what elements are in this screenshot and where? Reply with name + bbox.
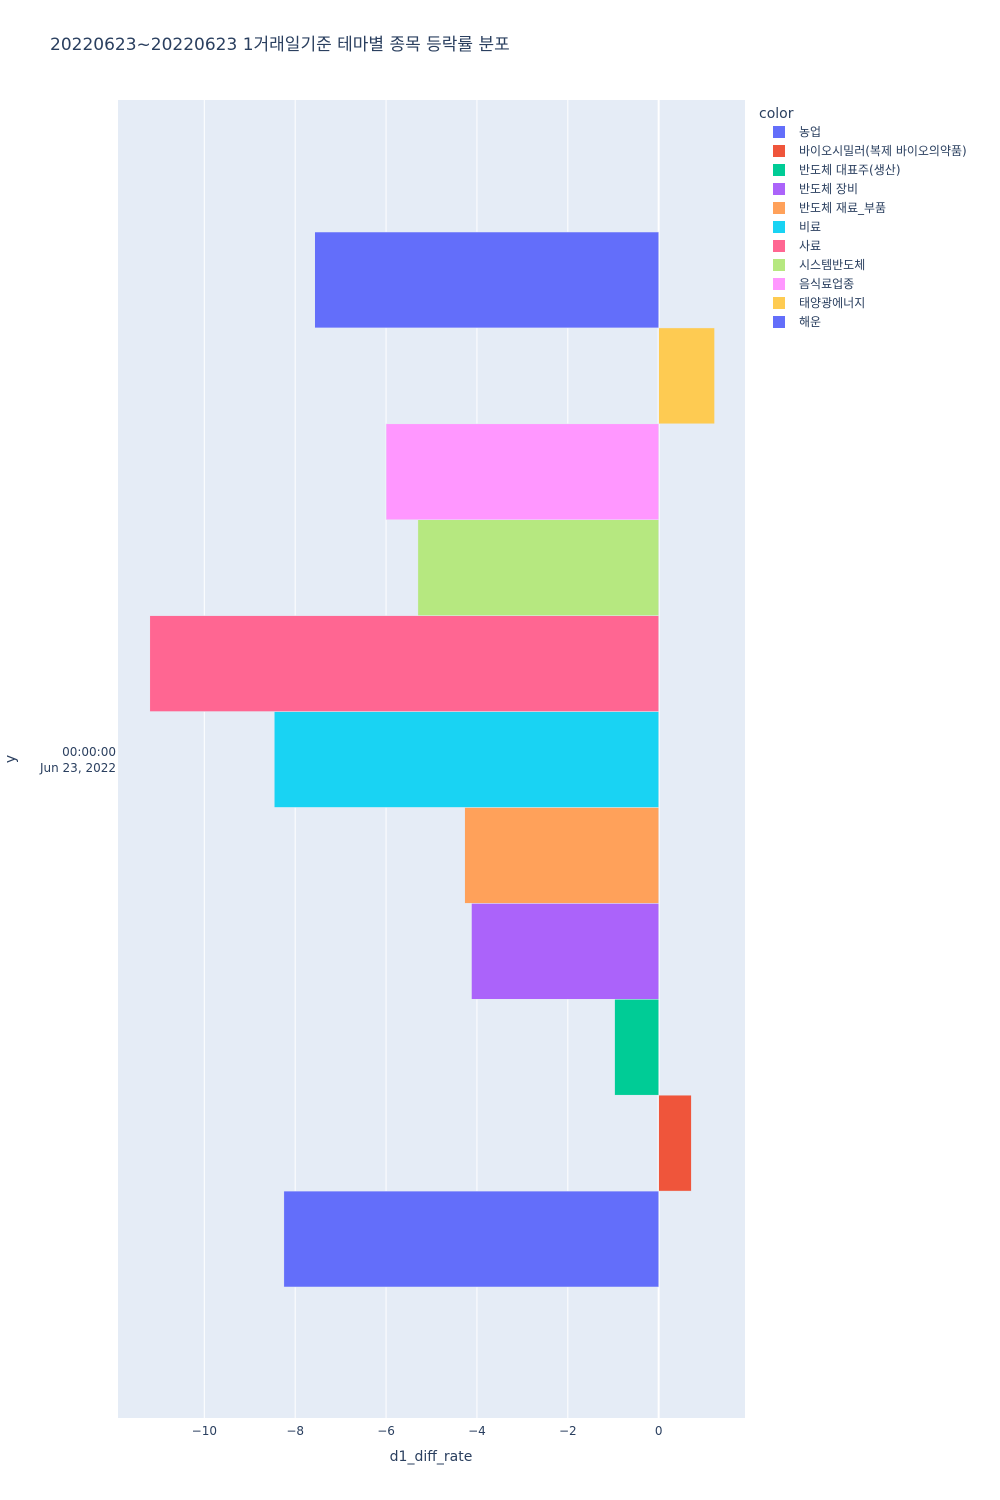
legend-swatch — [773, 221, 785, 233]
legend-label: 태양광에너지 — [799, 296, 865, 310]
x-axis-title: d1_diff_rate — [390, 1449, 473, 1465]
bars — [149, 231, 715, 1288]
x-tick-label: −2 — [559, 1424, 577, 1438]
x-tick-label: 0 — [655, 1424, 663, 1438]
x-tick-label: −10 — [192, 1424, 217, 1438]
legend-label: 반도체 대표주(생산) — [799, 163, 901, 177]
y-tick-label-time: 00:00:00 — [62, 745, 116, 759]
x-axis-ticks: −10 −8 −6 −4 −2 0 — [192, 1424, 663, 1438]
bar-1 — [283, 1190, 659, 1288]
legend-swatch — [773, 259, 785, 271]
legend-swatch — [773, 202, 785, 214]
legend-swatch — [773, 126, 785, 138]
bar-2 — [658, 1094, 692, 1192]
legend-title: color — [759, 106, 794, 122]
x-tick-label: −6 — [377, 1424, 395, 1438]
bar-3 — [614, 999, 659, 1096]
legend-swatch — [773, 316, 785, 328]
legend-label: 시스템반도체 — [799, 258, 865, 272]
legend-label: 비료 — [799, 220, 821, 234]
bar-9 — [385, 423, 659, 520]
x-tick-label: −8 — [286, 1424, 304, 1438]
y-tick-label-date: Jun 23, 2022 — [39, 761, 116, 775]
legend-label: 반도체 장비 — [799, 182, 858, 196]
legend-label: 사료 — [799, 239, 821, 253]
bar-8 — [417, 519, 659, 616]
legend-swatch — [773, 183, 785, 195]
bar-10 — [658, 327, 715, 425]
chart-title: 20220623~20220623 1거래일기준 테마별 종목 등락률 분포 — [50, 35, 510, 55]
bar-7 — [149, 615, 659, 712]
legend-swatch — [773, 278, 785, 290]
legend-swatch — [773, 297, 785, 309]
bar-5 — [464, 807, 659, 904]
legend-label: 해운 — [799, 315, 821, 329]
bar-6 — [274, 711, 659, 808]
x-tick-label: −4 — [468, 1424, 486, 1438]
legend-swatch — [773, 240, 785, 252]
legend-label: 바이오시밀러(복제 바이오의약품) — [799, 143, 967, 158]
legend-label: 반도체 재료_부품 — [799, 201, 886, 215]
bar-4 — [471, 903, 659, 1000]
legend-label: 음식료업종 — [799, 277, 854, 291]
y-axis-title: y — [3, 755, 19, 763]
legend-swatch — [773, 145, 785, 157]
legend-swatch — [773, 164, 785, 176]
legend-label: 농업 — [799, 125, 821, 139]
bar-11 — [314, 231, 659, 329]
